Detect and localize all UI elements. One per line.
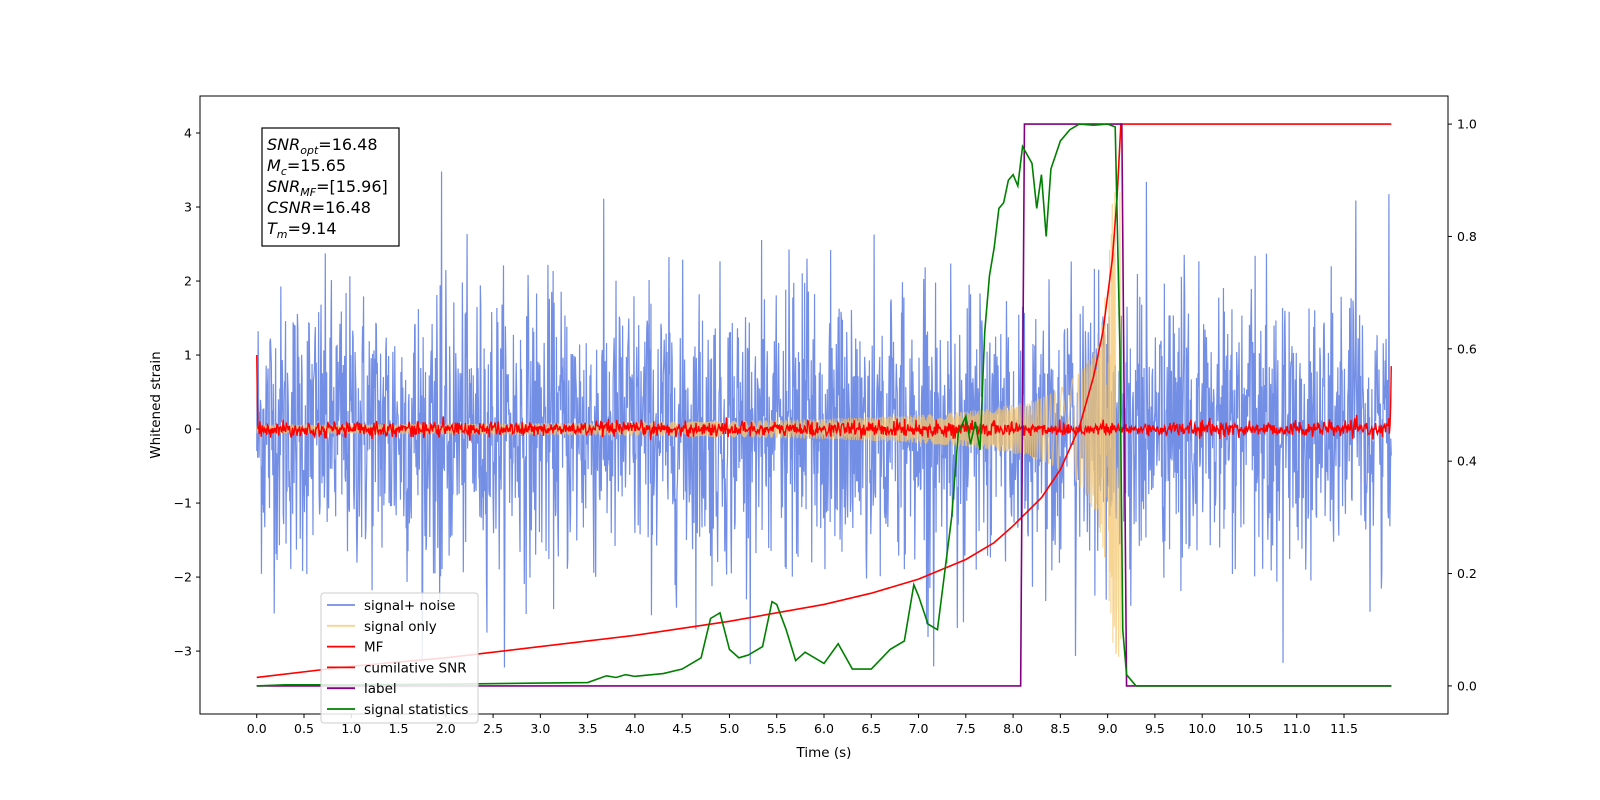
y2-tick-label: 0.4	[1457, 454, 1477, 469]
annotation-line: Tm=9.14	[267, 219, 337, 241]
series-signal-statistics-line	[256, 123, 1392, 687]
y-tick-label: −2	[174, 570, 192, 585]
x-tick-label: 9.5	[1145, 721, 1165, 736]
x-tick-label: 10.0	[1188, 721, 1216, 736]
legend-frame	[320, 592, 479, 724]
series-cumulative-snr-line	[256, 123, 1392, 679]
x-tick-label: 11.5	[1330, 721, 1358, 736]
x-tick-label: 3.5	[578, 721, 598, 736]
legend-item-signal-statistics-label: signal statistics	[364, 702, 468, 718]
x-tick-label: 8.0	[1003, 721, 1023, 736]
x-tick-label: 1.5	[389, 721, 409, 736]
series-label-line	[256, 123, 1392, 687]
annotation-box: SNRopt=16.48Mc=15.65SNRMF=[15.96]CSNR=16…	[261, 127, 400, 247]
annotation-line: SNRMF=[15.96]	[267, 177, 388, 199]
x-tick-label: 7.0	[909, 721, 929, 736]
legend-item-signal-noise-label: signal+ noise	[364, 598, 455, 614]
x-tick-label: 0.5	[294, 721, 314, 736]
x-tick-label: 8.5	[1050, 721, 1070, 736]
y2-tick-label: 0.6	[1457, 341, 1477, 356]
x-tick-label: 6.0	[814, 721, 834, 736]
series-mf-line	[256, 355, 1392, 441]
x-tick-label: 4.0	[625, 721, 645, 736]
y-tick-label: −3	[174, 644, 192, 659]
x-tick-label: 0.0	[247, 721, 267, 736]
annotation-frame	[261, 127, 400, 247]
x-tick-label: 1.0	[341, 721, 361, 736]
y2-tick-label: 1.0	[1457, 117, 1477, 132]
data-layer	[256, 123, 1392, 687]
x-tick-label: 11.0	[1283, 721, 1311, 736]
x-tick-label: 5.5	[767, 721, 787, 736]
y2-tick-label: 0.0	[1457, 678, 1477, 693]
annotation-line: SNRopt=16.48	[267, 135, 378, 157]
x-tick-label: 6.5	[861, 721, 881, 736]
annotation-line: CSNR=16.48	[267, 198, 371, 217]
legend-item-label-label: label	[364, 681, 397, 697]
series-signal-noise-line	[256, 171, 1392, 668]
y2-tick-label: 0.2	[1457, 566, 1477, 581]
y-tick-label: 3	[184, 200, 192, 215]
y-tick-label: 0	[184, 422, 192, 437]
x-axis-label: Time (s)	[796, 745, 852, 761]
y-tick-label: 4	[184, 126, 192, 141]
x-tick-label: 4.5	[672, 721, 692, 736]
x-tick-label: 2.5	[483, 721, 503, 736]
y-axis-label: Whitened strain	[148, 351, 164, 458]
x-tick-label: 2.0	[436, 721, 456, 736]
legend-item-signal-only-label: signal only	[364, 619, 437, 635]
ticks-layer: 0.0 0.5 1.0 1.5 2.0 2.5 3.0 3.5 4.0 4.5 5.0 5.5 6.0 6…	[174, 117, 1477, 736]
y2-tick-label: 0.8	[1457, 229, 1477, 244]
y-tick-label: 1	[184, 348, 192, 363]
x-tick-label: 7.5	[956, 721, 976, 736]
legend: signal+ noise signal only MF cumilative SNR…	[320, 592, 479, 724]
annotation-line: Mc=15.65	[267, 156, 346, 178]
x-tick-label: 3.0	[530, 721, 550, 736]
x-tick-label: 10.5	[1236, 721, 1264, 736]
y-tick-label: 2	[184, 274, 192, 289]
legend-item-mf-label: MF	[364, 640, 383, 656]
y-tick-label: −1	[174, 496, 192, 511]
x-tick-label: 5.0	[720, 721, 740, 736]
legend-item-cumulative-snr-label: cumilative SNR	[364, 660, 467, 676]
x-tick-label: 9.0	[1098, 721, 1118, 736]
